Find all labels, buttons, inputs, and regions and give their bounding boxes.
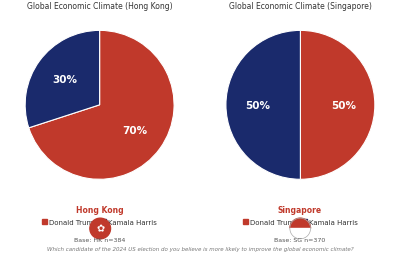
Text: 50%: 50% [245,100,270,110]
Text: ✿: ✿ [96,224,104,234]
Text: 70%: 70% [122,126,147,136]
Wedge shape [290,218,310,229]
Wedge shape [29,31,174,180]
Legend: Donald Trump, Kamala Harris: Donald Trump, Kamala Harris [40,216,160,228]
Wedge shape [25,31,100,128]
Legend: Donald Trump, Kamala Harris: Donald Trump, Kamala Harris [240,216,360,228]
Title: Candidate more likely to improve
Global Economic Climate (Hong Kong): Candidate more likely to improve Global … [27,0,172,11]
Text: Base: SG n=370: Base: SG n=370 [274,237,326,243]
Wedge shape [290,229,310,239]
Text: Singapore: Singapore [278,205,322,214]
Text: Which candidate of the 2024 US election do you believe is more likely to improve: Which candidate of the 2024 US election … [47,246,353,251]
Text: 50%: 50% [331,100,356,110]
Text: Base: HK n=384: Base: HK n=384 [74,237,126,243]
Wedge shape [226,31,300,180]
Text: 30%: 30% [52,75,77,85]
Circle shape [90,218,110,239]
Wedge shape [300,31,375,180]
Title: Candidate more likely to improve
Global Economic Climate (Singapore): Candidate more likely to improve Global … [229,0,372,11]
Text: Hong Kong: Hong Kong [76,205,124,214]
